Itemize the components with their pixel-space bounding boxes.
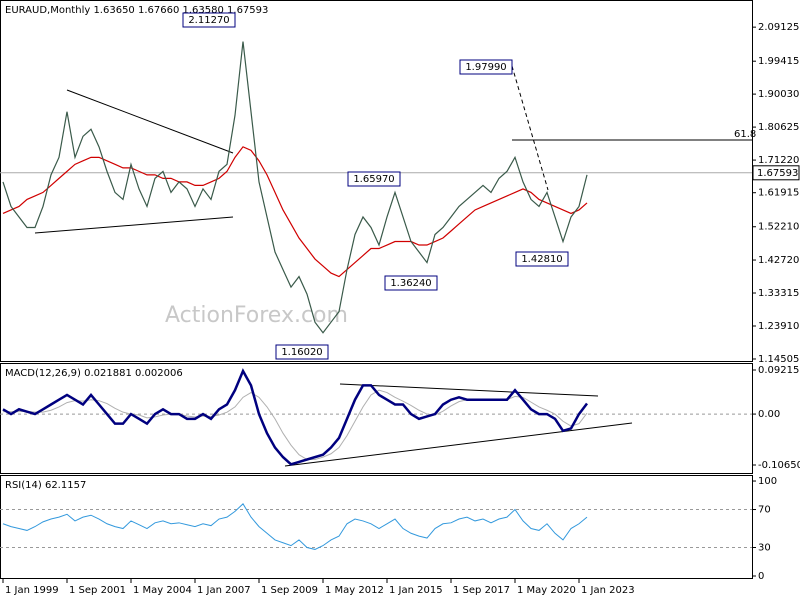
y-tick-label: 1.99415 (758, 56, 799, 67)
annotation-box (275, 344, 329, 360)
y-tick-label: -0.106503 (758, 460, 800, 471)
trend-line (339, 383, 599, 397)
annotation: 1.65970 (353, 174, 394, 185)
annotation: 1.36240 (390, 278, 431, 289)
price-panel (0, 0, 753, 362)
annotation: 1.16020 (281, 347, 322, 358)
y-tick-label: 1.52210 (758, 222, 799, 233)
series-line (2, 368, 588, 466)
x-tick-label: 1 May 2012 (325, 585, 384, 596)
trend-line (66, 89, 234, 154)
y-tick-label: 1.61915 (758, 188, 799, 199)
series-line (2, 146, 588, 278)
y-tick-label: 0 (758, 571, 764, 582)
y-tick-label: 1.23910 (758, 321, 799, 332)
annotation-box (515, 251, 569, 267)
fib-label: 61.8 (734, 129, 756, 140)
annotation-box (384, 275, 438, 291)
annotation: 1.97990 (465, 62, 506, 73)
last-price-label: 1.67593 (757, 168, 798, 179)
last-price-box (752, 165, 800, 181)
watermark: ActionForex.com (165, 303, 348, 328)
panel-title: RSI(14) 62.1157 (5, 480, 86, 491)
x-tick-label: 1 Jan 1999 (5, 585, 59, 596)
y-tick-label: 1.42720 (758, 255, 799, 266)
y-tick-label: 30 (758, 543, 771, 554)
annotation-box (459, 59, 513, 75)
y-tick-label: 2.09125 (758, 22, 799, 33)
y-tick-label: 0.00 (758, 409, 780, 420)
annotation: 2.11270 (188, 15, 229, 26)
macd-panel (0, 363, 753, 474)
x-tick-label: 1 May 2020 (517, 585, 576, 596)
y-tick-label: 1.71220 (758, 155, 799, 166)
annotation-box (347, 171, 401, 187)
y-tick-label: 70 (758, 505, 771, 516)
y-tick-label: 1.14505 (758, 354, 799, 365)
trend-line (511, 65, 549, 191)
x-tick-label: 1 Sep 2009 (261, 585, 318, 596)
trend-line (34, 216, 234, 234)
frames (0, 0, 753, 579)
annotation-box (182, 12, 236, 28)
trend-line (284, 422, 633, 467)
annotation: 1.42810 (521, 254, 562, 265)
x-tick-label: 1 Jan 2007 (197, 585, 251, 596)
panel-title: MACD(12,26,9) 0.021881 0.002006 (5, 368, 183, 379)
rsi-panel (0, 475, 753, 579)
series-line (2, 503, 588, 550)
x-tick-label: 1 Jan 2015 (389, 585, 443, 596)
y-tick-label: 100 (758, 476, 777, 487)
y-tick-label: 0.092158 (758, 365, 800, 376)
x-tick-label: 1 May 2004 (133, 585, 192, 596)
x-tick-label: 1 Sep 2017 (453, 585, 510, 596)
drawings (34, 65, 752, 467)
series-line (2, 41, 588, 334)
panel-title: EURAUD,Monthly 1.63650 1.67660 1.63580 1… (5, 5, 268, 16)
y-tick-label: 1.33315 (758, 288, 799, 299)
y-tick-label: 1.80625 (758, 122, 799, 133)
y-tick-label: 1.90030 (758, 89, 799, 100)
x-tick-label: 1 Jan 2023 (581, 585, 635, 596)
x-tick-label: 1 Sep 2001 (69, 585, 126, 596)
